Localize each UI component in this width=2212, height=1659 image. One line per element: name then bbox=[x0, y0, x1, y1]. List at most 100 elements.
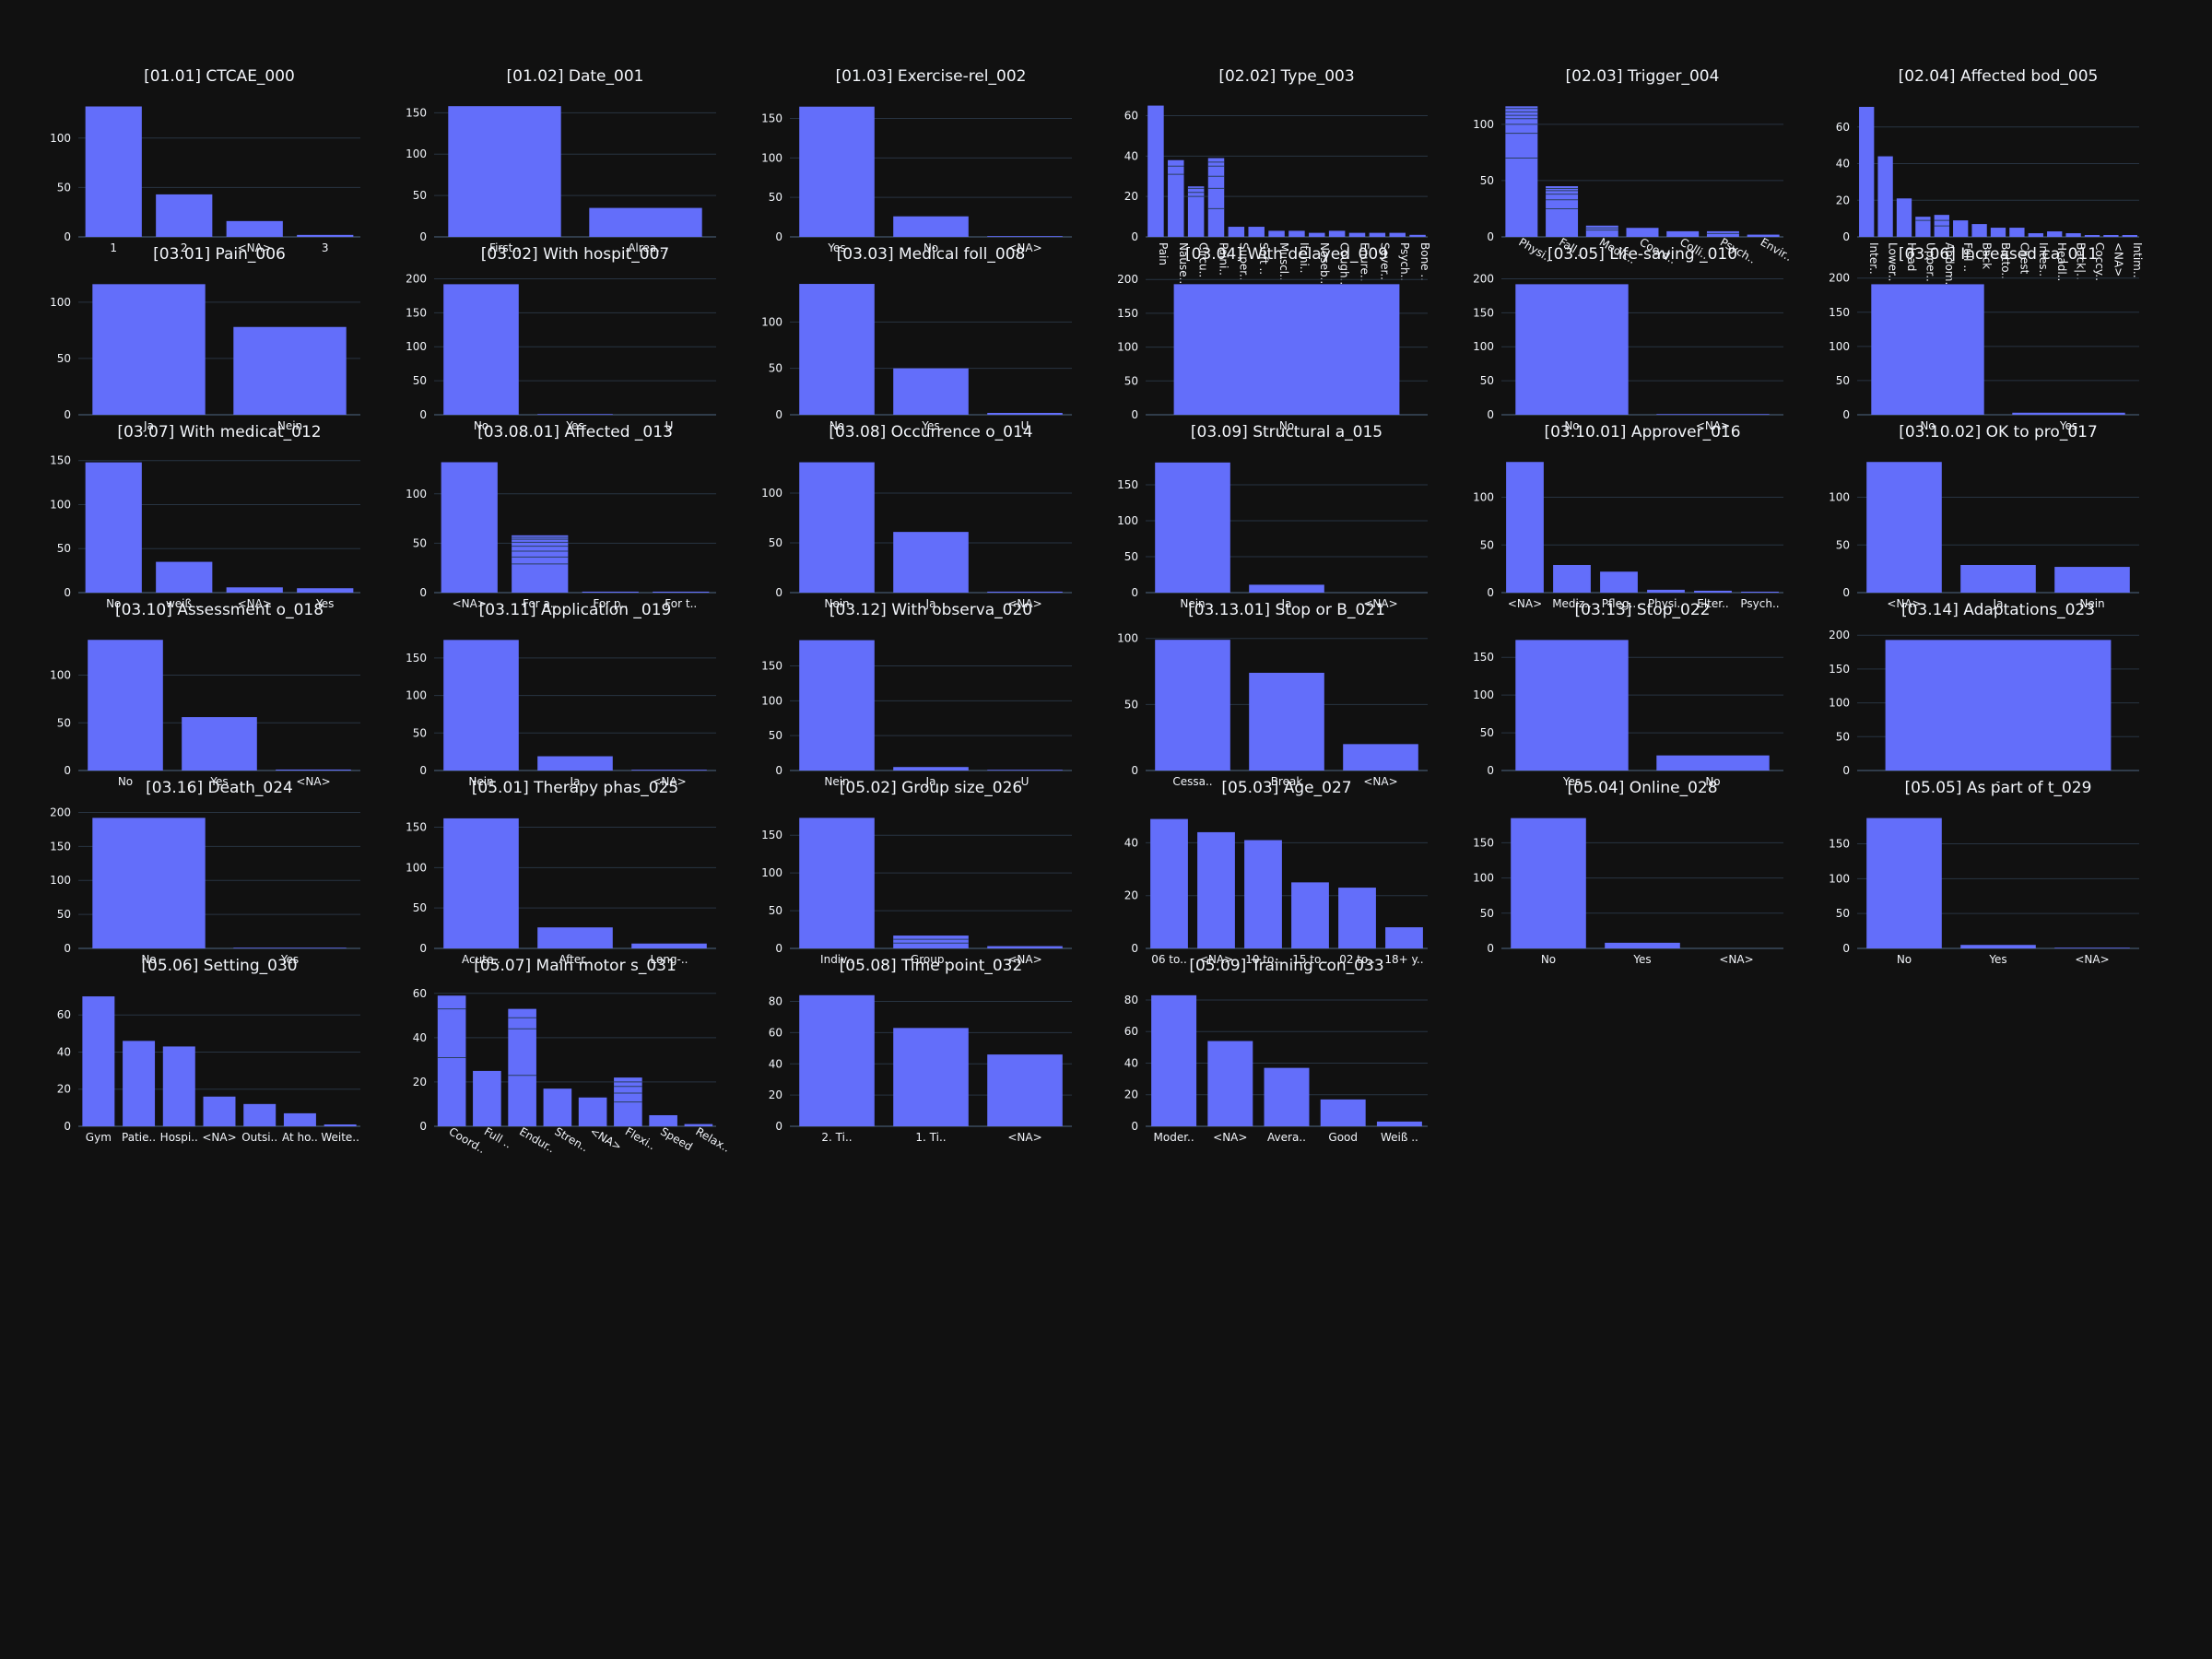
x-tick-label: Muscl.. bbox=[1277, 242, 1290, 281]
y-tick-label: 60 bbox=[769, 1026, 782, 1039]
x-tick-label: No bbox=[1279, 419, 1294, 432]
x-tick-label: Break bbox=[1271, 775, 1303, 788]
x-tick-label: Nein bbox=[277, 419, 302, 432]
x-tick-label: <NA> bbox=[1199, 953, 1233, 966]
y-tick-label: 50 bbox=[1480, 174, 1494, 187]
chart-title: [02.04] Affected bod_005 bbox=[1899, 67, 2099, 86]
bar bbox=[799, 994, 875, 1126]
bar bbox=[631, 943, 707, 948]
y-tick-label: 50 bbox=[57, 352, 71, 365]
y-tick-label: 50 bbox=[413, 189, 427, 202]
x-tick-label: Noseb.. bbox=[1318, 242, 1331, 284]
bar bbox=[233, 947, 347, 948]
x-tick-label: After.. bbox=[559, 953, 591, 966]
y-tick-label: 100 bbox=[761, 315, 782, 328]
chart-panel: 0 50 100 [01.01] CTCAE_000 1 2 <NA> 3 bbox=[50, 67, 360, 254]
y-tick-label: 0 bbox=[775, 942, 782, 955]
y-tick-label: 0 bbox=[64, 1120, 71, 1133]
x-tick-label: Headl.. bbox=[2055, 242, 2068, 281]
chart-title: [03.06] Increased ca_011 bbox=[1899, 245, 2098, 264]
x-tick-label: Yes bbox=[209, 775, 228, 788]
x-tick-label: Ja bbox=[925, 597, 936, 610]
chart-title: [03.10.01] Approver_016 bbox=[1544, 423, 1740, 441]
y-tick-label: 100 bbox=[406, 689, 427, 702]
y-tick-label: 40 bbox=[1124, 1056, 1138, 1069]
y-tick-label: 150 bbox=[1117, 478, 1138, 491]
y-tick-label: 50 bbox=[769, 536, 782, 549]
x-tick-label: Head bbox=[1905, 242, 1918, 271]
bar bbox=[987, 591, 1063, 593]
x-tick-label: Physi.. bbox=[1648, 597, 1684, 610]
chart-title: [05.03] Age_027 bbox=[1221, 779, 1351, 797]
x-tick-label: <NA> bbox=[1719, 953, 1753, 966]
y-tick-label: 150 bbox=[50, 454, 71, 467]
y-tick-label: 150 bbox=[1829, 663, 1850, 676]
bar bbox=[631, 770, 707, 771]
x-tick-label: Nein bbox=[1180, 597, 1205, 610]
y-tick-label: 100 bbox=[50, 132, 71, 145]
y-tick-label: 20 bbox=[1124, 889, 1138, 902]
x-tick-label: No bbox=[141, 953, 156, 966]
x-tick-label: <NA> bbox=[1363, 597, 1397, 610]
x-tick-label: Yes bbox=[315, 597, 334, 610]
y-tick-label: 100 bbox=[1473, 118, 1494, 131]
bar bbox=[987, 412, 1063, 415]
chart-panel: 0 50 100 150 [05.04] Online_028 No Yes <NA> bbox=[1473, 779, 1783, 966]
x-tick-label: <NA> bbox=[1007, 597, 1041, 610]
bar bbox=[226, 587, 283, 593]
y-tick-label: 50 bbox=[769, 362, 782, 375]
y-tick-label: 0 bbox=[1131, 408, 1138, 421]
chart-title: [05.07] Main motor s_031 bbox=[474, 957, 677, 975]
bar bbox=[1971, 224, 1987, 237]
y-tick-label: 100 bbox=[1473, 688, 1494, 701]
chart-panel: 0 50 100 150 200 [03.04] With delayed_009 No bbox=[1117, 245, 1428, 432]
y-tick-label: 100 bbox=[1117, 514, 1138, 527]
chart-title: [01.02] Date_001 bbox=[507, 67, 644, 86]
y-tick-label: 0 bbox=[1131, 942, 1138, 955]
chart-title: [03.10.02] OK to pro_017 bbox=[1899, 423, 2098, 441]
y-tick-label: 150 bbox=[406, 652, 427, 665]
bar bbox=[2103, 235, 2119, 237]
y-tick-label: 20 bbox=[1836, 194, 1850, 206]
x-tick-label: Full .. bbox=[1961, 242, 1974, 272]
y-tick-label: 0 bbox=[1842, 230, 1850, 243]
y-tick-label: 100 bbox=[1829, 340, 1850, 353]
bar bbox=[1369, 232, 1386, 237]
bar bbox=[537, 756, 613, 771]
x-tick-label: <NA> bbox=[652, 775, 686, 788]
x-tick-label: Pain bbox=[1157, 242, 1170, 265]
bar bbox=[1248, 227, 1265, 237]
chart-title: [02.02] Type_003 bbox=[1218, 67, 1354, 86]
x-tick-label: Yes bbox=[1988, 953, 2006, 966]
x-tick-label: For p.. bbox=[593, 597, 628, 610]
x-tick-label: Nein bbox=[2079, 597, 2104, 610]
x-tick-label: <NA> bbox=[2112, 242, 2124, 276]
x-tick-label: Inter.. bbox=[1867, 242, 1880, 275]
chart-panel: 0 50 100 150 200 [03.14] Adaptations_023 - bbox=[1829, 601, 2139, 788]
chart-title: [05.04] Online_028 bbox=[1567, 779, 1717, 797]
bar bbox=[441, 462, 498, 593]
chart-title: [03.14] Adaptations_023 bbox=[1901, 601, 2095, 619]
bar bbox=[324, 1124, 357, 1126]
x-tick-label: 06 to.. bbox=[1151, 953, 1187, 966]
bar bbox=[1385, 927, 1423, 948]
y-tick-label: 40 bbox=[769, 1057, 782, 1070]
bar bbox=[1505, 106, 1538, 237]
chart-panel: 0 50 100 150 [03.07] With medicat_012 No weiß … bbox=[50, 423, 360, 610]
chart-panel: 0 50 100 [03.01] Pain_006 Ja Nein bbox=[50, 245, 360, 432]
bar bbox=[1990, 228, 2006, 237]
chart-panel: 0 50 100 [03.08] Occurrence o_014 Nein Ja <NA> bbox=[761, 423, 1072, 610]
x-tick-label: 1. Ti.. bbox=[915, 1131, 946, 1144]
bar bbox=[82, 996, 115, 1126]
bar bbox=[684, 1124, 713, 1126]
x-tick-label: Enure.. bbox=[1359, 242, 1371, 281]
x-tick-label: Moder.. bbox=[1154, 1131, 1194, 1144]
y-tick-label: 150 bbox=[1473, 836, 1494, 849]
y-tick-label: 0 bbox=[775, 408, 782, 421]
bar bbox=[589, 207, 702, 237]
chart-panel: 0 50 100 150 200 [03.02] With hospit_007 No Yes… bbox=[406, 245, 716, 432]
x-tick-label: Abdom.. bbox=[1943, 242, 1956, 288]
bar bbox=[156, 194, 213, 237]
y-tick-label: 50 bbox=[57, 716, 71, 729]
